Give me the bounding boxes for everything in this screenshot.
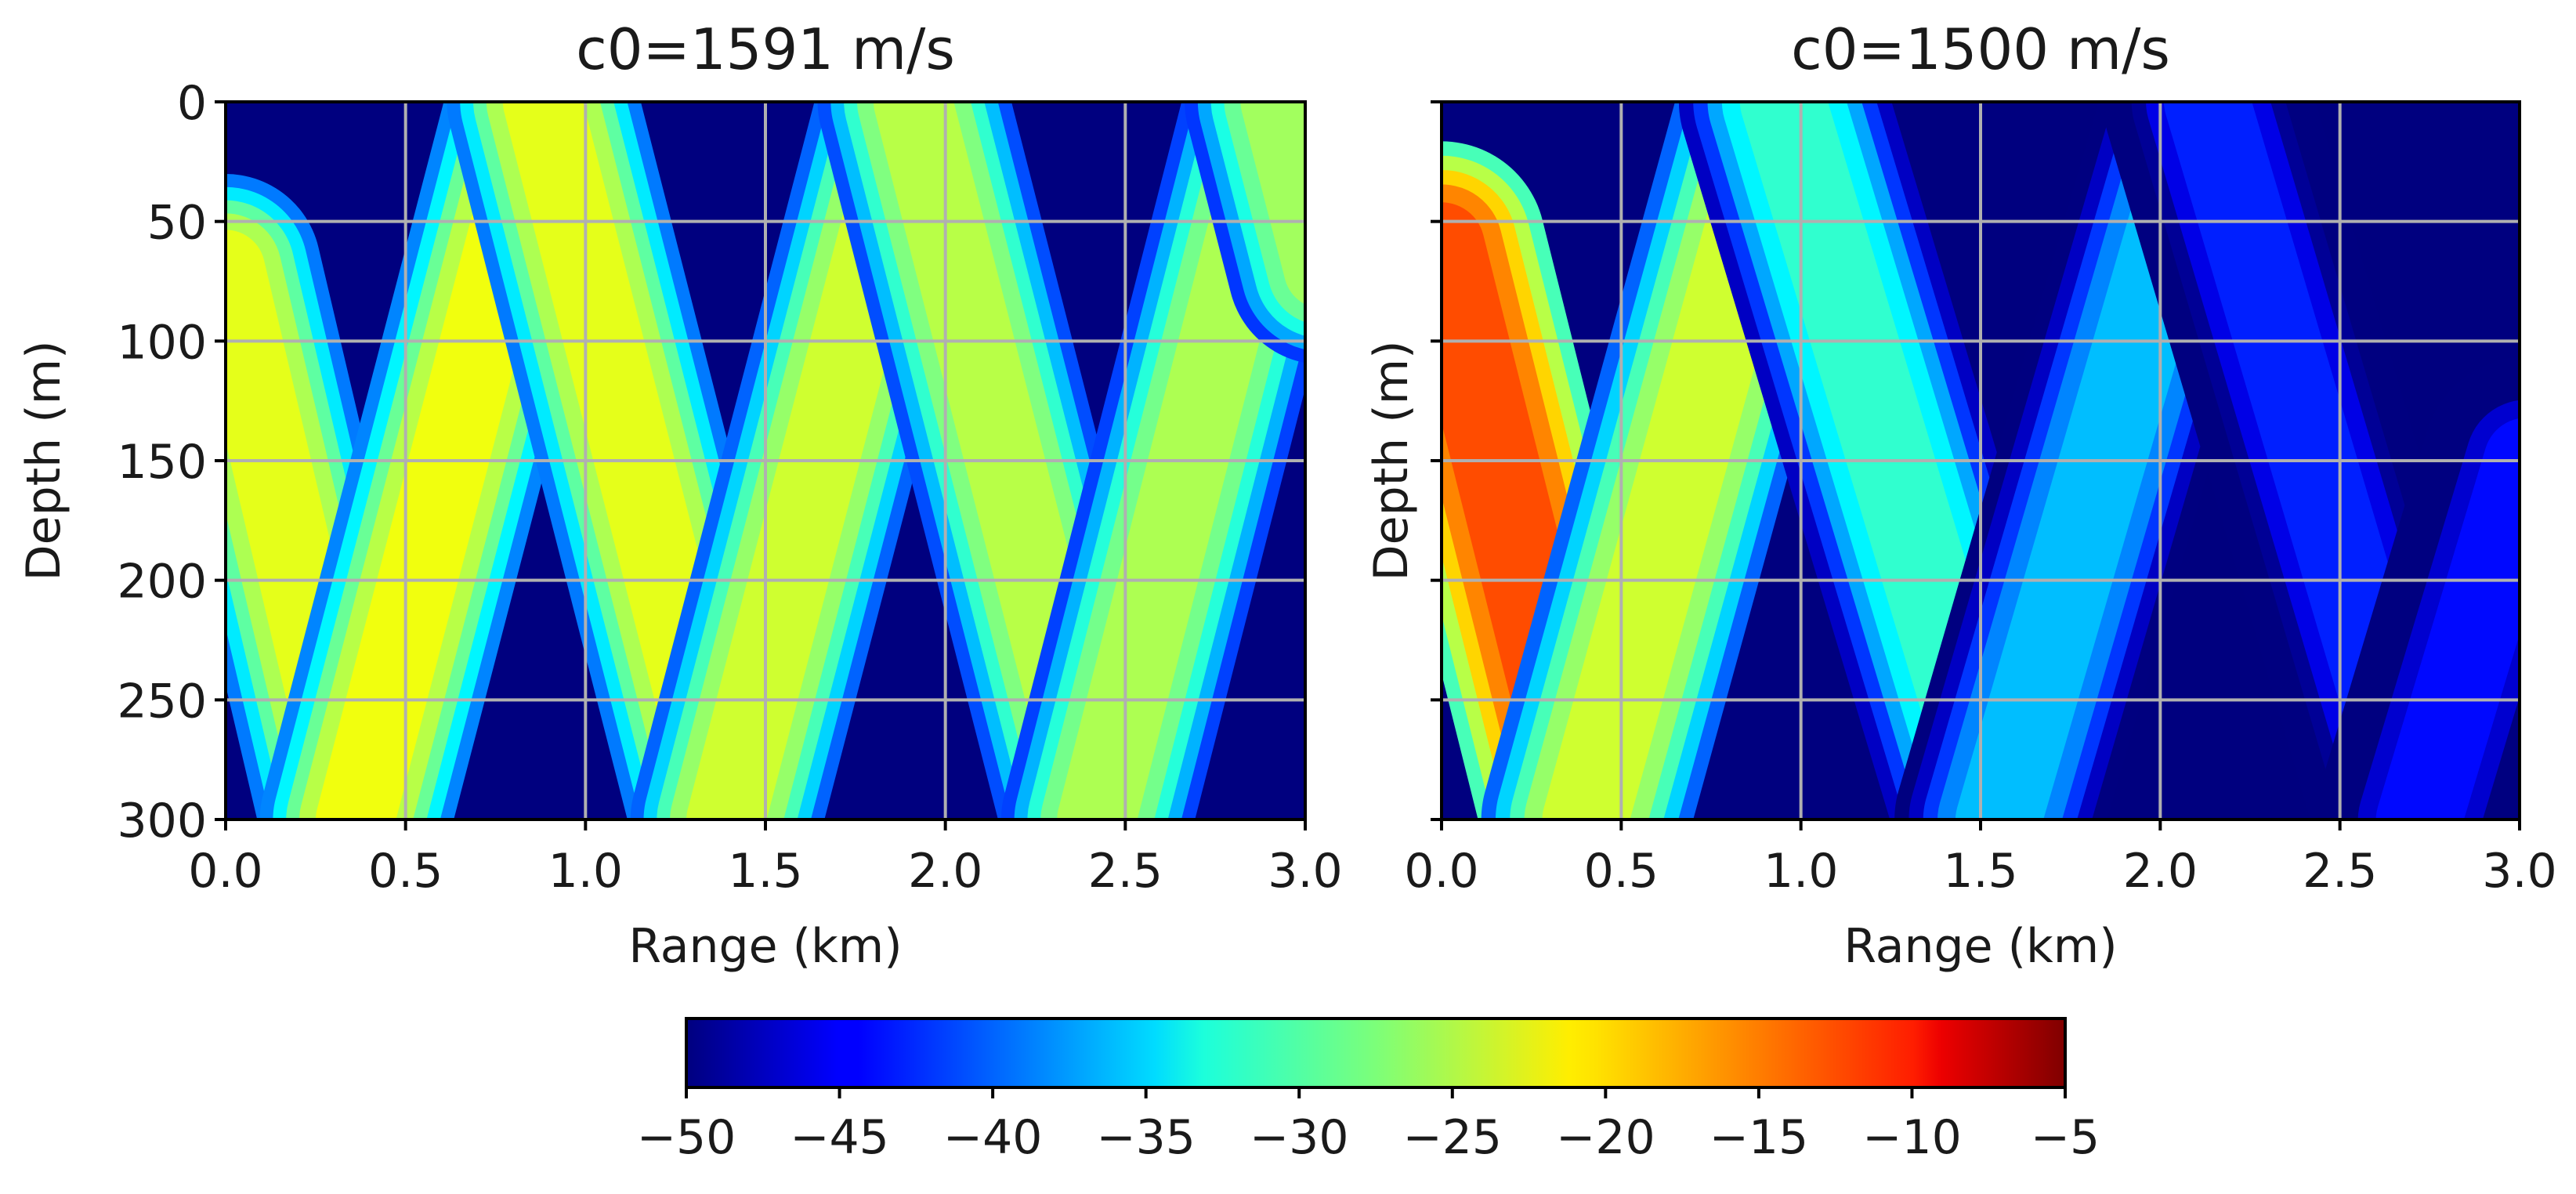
x-tick-label: 0.0 bbox=[188, 844, 262, 899]
colorbar-tick-label: −45 bbox=[790, 1110, 889, 1165]
x-tick-label: 2.5 bbox=[2303, 844, 2377, 899]
x-tick-label: 2.5 bbox=[1088, 844, 1163, 899]
colorbar-tick-label: −40 bbox=[943, 1110, 1043, 1165]
y-axis-ticks bbox=[1431, 100, 1442, 821]
colorbar-tick-label: −10 bbox=[1862, 1110, 1962, 1165]
y-tick-label: 50 bbox=[147, 196, 207, 251]
y-tick-label: 300 bbox=[117, 794, 207, 848]
y-tick-label: 250 bbox=[117, 674, 207, 729]
heatmap-panel-c0-1591: c0=1591 m/s 0.0 0.5 1.0 1.5 2.0 2.5 3.0 0 50 100… bbox=[16, 16, 1343, 974]
panel-title: c0=1591 m/s bbox=[576, 16, 955, 82]
colorbar-gradient bbox=[685, 1017, 2067, 1089]
heatmap-panel-c0-1500: c0=1500 m/s 0.0 0.5 1.0 1.5 2.0 2.5 3.0 Range … bbox=[1364, 16, 2557, 974]
ray-beam-segment bbox=[2314, 357, 2520, 820]
x-tick-label: 3.0 bbox=[2482, 844, 2556, 899]
y-axis-label: Depth (m) bbox=[16, 340, 71, 581]
colorbar-ticks: −50 −45 −40 −35 −30 −25 −20 −15 −10 −5 bbox=[637, 1087, 2100, 1165]
colorbar-tick-label: −5 bbox=[2031, 1110, 2100, 1165]
x-axis-label: Range (km) bbox=[1843, 919, 2117, 974]
x-tick-label: 3.0 bbox=[1268, 844, 1342, 899]
x-tick-label: 1.0 bbox=[1764, 844, 1838, 899]
x-tick-label: 2.0 bbox=[2123, 844, 2198, 899]
x-tick-label: 0.5 bbox=[368, 844, 443, 899]
colorbar-tick-label: −50 bbox=[637, 1110, 736, 1165]
ray-beam-band bbox=[1240, 102, 1305, 305]
x-tick-label: 1.5 bbox=[728, 844, 802, 899]
ray-beam-band bbox=[2375, 418, 2520, 820]
x-axis-label: Range (km) bbox=[628, 919, 902, 974]
y-axis-ticks: 0 50 100 150 200 250 300 bbox=[117, 76, 226, 848]
colorbar-tick-label: −25 bbox=[1402, 1110, 1502, 1165]
panel-title: c0=1500 m/s bbox=[1791, 16, 2170, 82]
y-tick-label: 200 bbox=[117, 555, 207, 610]
ray-beam-segment bbox=[1185, 102, 1305, 363]
y-tick-label: 150 bbox=[117, 435, 207, 490]
x-tick-label: 0.0 bbox=[1404, 844, 1478, 899]
x-tick-label: 0.5 bbox=[1584, 844, 1659, 899]
colorbar-tick-label: −35 bbox=[1096, 1110, 1196, 1165]
x-axis-ticks: 0.0 0.5 1.0 1.5 2.0 2.5 3.0 bbox=[1404, 820, 2557, 899]
x-tick-label: 1.5 bbox=[1943, 844, 2017, 899]
x-tick-label: 2.0 bbox=[908, 844, 982, 899]
y-axis-label: Depth (m) bbox=[1364, 340, 1419, 581]
x-axis-ticks: 0.0 0.5 1.0 1.5 2.0 2.5 3.0 bbox=[188, 820, 1343, 899]
colorbar-tick-label: −20 bbox=[1556, 1110, 1655, 1165]
y-tick-label: 100 bbox=[117, 315, 207, 370]
colorbar: −50 −45 −40 −35 −30 −25 −20 −15 −10 −5 bbox=[637, 1017, 2100, 1165]
colorbar-tick-label: −15 bbox=[1709, 1110, 1809, 1165]
y-tick-label: 0 bbox=[177, 76, 207, 131]
x-tick-label: 1.0 bbox=[548, 844, 623, 899]
colorbar-tick-label: −30 bbox=[1250, 1110, 1349, 1165]
